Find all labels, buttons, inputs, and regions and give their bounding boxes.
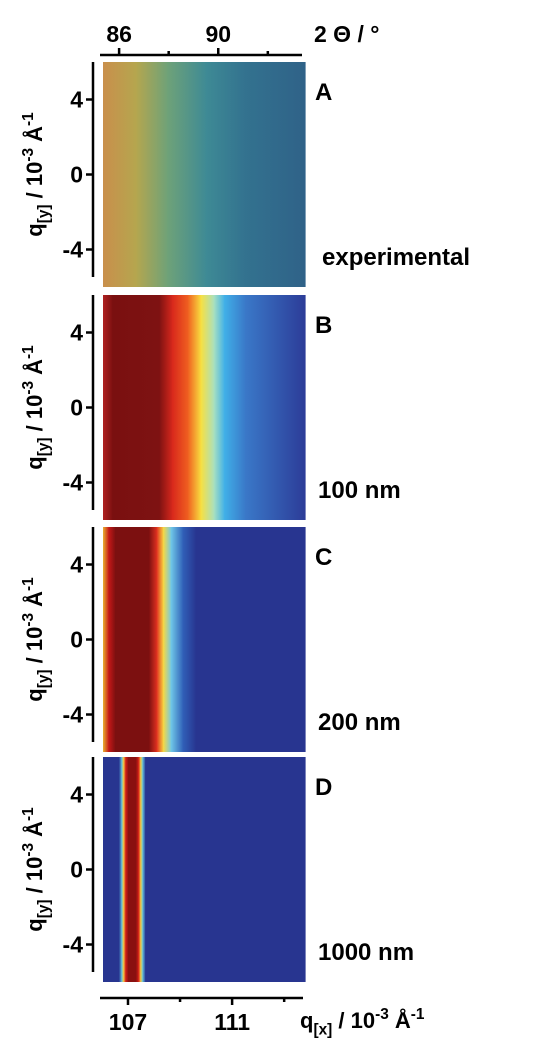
label-mid: / 10 [22, 857, 47, 900]
y-tick-label: 4 [70, 782, 83, 808]
heatmap-band [135, 757, 140, 982]
bottom-tick-label: 107 [109, 1009, 147, 1035]
heatmap-band [172, 295, 189, 520]
axis-label: q[y] / 10-3 Å-1 [20, 577, 52, 702]
heatmap-band [114, 527, 150, 752]
heatmap-band [125, 757, 129, 982]
panel-label: D [315, 774, 332, 801]
heatmap-band [140, 757, 144, 982]
axis-label: q[y] / 10-3 Å-1 [20, 807, 52, 932]
label-mid: / 10 [22, 162, 47, 205]
label-sup: -3 [375, 1006, 389, 1023]
heatmap-band [245, 62, 306, 287]
axis-label: q[y] / 10-3 Å-1 [20, 112, 52, 237]
label-unit: Å [21, 591, 47, 613]
label-unit: Å [21, 821, 47, 843]
y-tick-label: 0 [70, 857, 83, 883]
heatmap-band [182, 527, 197, 752]
y-tick-label: -4 [63, 470, 84, 496]
label-mid: / 10 [22, 627, 47, 670]
heatmap-band [108, 527, 116, 752]
label-base: q [22, 223, 47, 236]
y-tick-label: -4 [63, 702, 84, 728]
heatmap-band [167, 62, 207, 287]
label-sub: [y] [36, 899, 53, 918]
heatmap-band [148, 527, 158, 752]
y-tick-label: 0 [70, 395, 83, 421]
y-tick-label: -4 [63, 932, 84, 958]
heatmap-band [118, 757, 123, 982]
label-unit: Å [21, 359, 47, 381]
y-tick-label: 0 [70, 627, 83, 653]
heatmap-band [103, 757, 120, 982]
panel-label: A [315, 79, 332, 106]
label-base: q [300, 1008, 313, 1033]
heatmap-band [224, 295, 246, 520]
heatmap-band [112, 295, 160, 520]
label-sub: [x] [313, 1022, 332, 1039]
heatmap-band [159, 295, 173, 520]
top-tick-label: 90 [205, 21, 231, 47]
heatmap-band [156, 527, 164, 752]
heatmap-band [200, 295, 215, 520]
label-sup: -3 [20, 148, 37, 162]
panel-annotation: 200 nm [318, 709, 401, 736]
axis-label: q[x] / 10-3 Å-1 [300, 1006, 425, 1038]
heatmap-band [103, 62, 137, 287]
heatmap-band [170, 527, 184, 752]
y-tick-label: 0 [70, 162, 83, 188]
label-sup: -1 [20, 807, 37, 821]
label-base: q [22, 918, 47, 931]
label-sup: -1 [20, 112, 37, 126]
axis-label: q[y] / 10-3 Å-1 [20, 345, 52, 470]
heatmap-band [142, 757, 146, 982]
heatmap-band [245, 295, 306, 520]
label-sup: -3 [20, 843, 37, 857]
top-tick-label: 86 [106, 21, 132, 47]
heatmap-band [135, 62, 168, 287]
label-mid: / 10 [22, 395, 47, 438]
panel-label: B [315, 312, 332, 339]
top-axis-label: 2 Θ / ° [314, 21, 379, 47]
panel-label: C [315, 544, 332, 571]
y-tick-label: 4 [70, 87, 83, 113]
label-unit: Å [21, 126, 47, 148]
panel-annotation: 1000 nm [318, 939, 414, 966]
panel-annotation: 100 nm [318, 477, 401, 504]
heatmap-band [138, 757, 142, 982]
label-sup: -1 [20, 345, 37, 359]
y-tick-label: 4 [70, 320, 83, 346]
heatmap-band [121, 757, 124, 982]
heatmap-band [163, 527, 172, 752]
heatmap-band [103, 295, 113, 520]
heatmap-band [123, 757, 126, 982]
heatmap-band [195, 527, 306, 752]
heatmap-band [103, 527, 110, 752]
label-base: q [22, 688, 47, 701]
label-sup: -1 [20, 577, 37, 591]
heatmap-band [145, 757, 306, 982]
heatmap-band [127, 757, 137, 982]
heatmap-band [187, 295, 202, 520]
label-sup: -3 [20, 381, 37, 395]
label-mid: / 10 [332, 1008, 375, 1033]
y-tick-label: 4 [70, 552, 83, 578]
label-sub: [y] [36, 437, 53, 456]
heatmap-band [206, 62, 246, 287]
label-sup: -3 [20, 613, 37, 627]
heatmap-band [213, 295, 225, 520]
bottom-tick-label: 111 [214, 1009, 250, 1035]
label-unit: Å [389, 1007, 411, 1033]
label-sup: -1 [411, 1006, 425, 1023]
label-base: q [22, 456, 47, 469]
y-tick-label: -4 [63, 237, 84, 263]
panel-annotation: experimental [322, 244, 470, 271]
label-sub: [y] [36, 669, 53, 688]
label-sub: [y] [36, 204, 53, 223]
